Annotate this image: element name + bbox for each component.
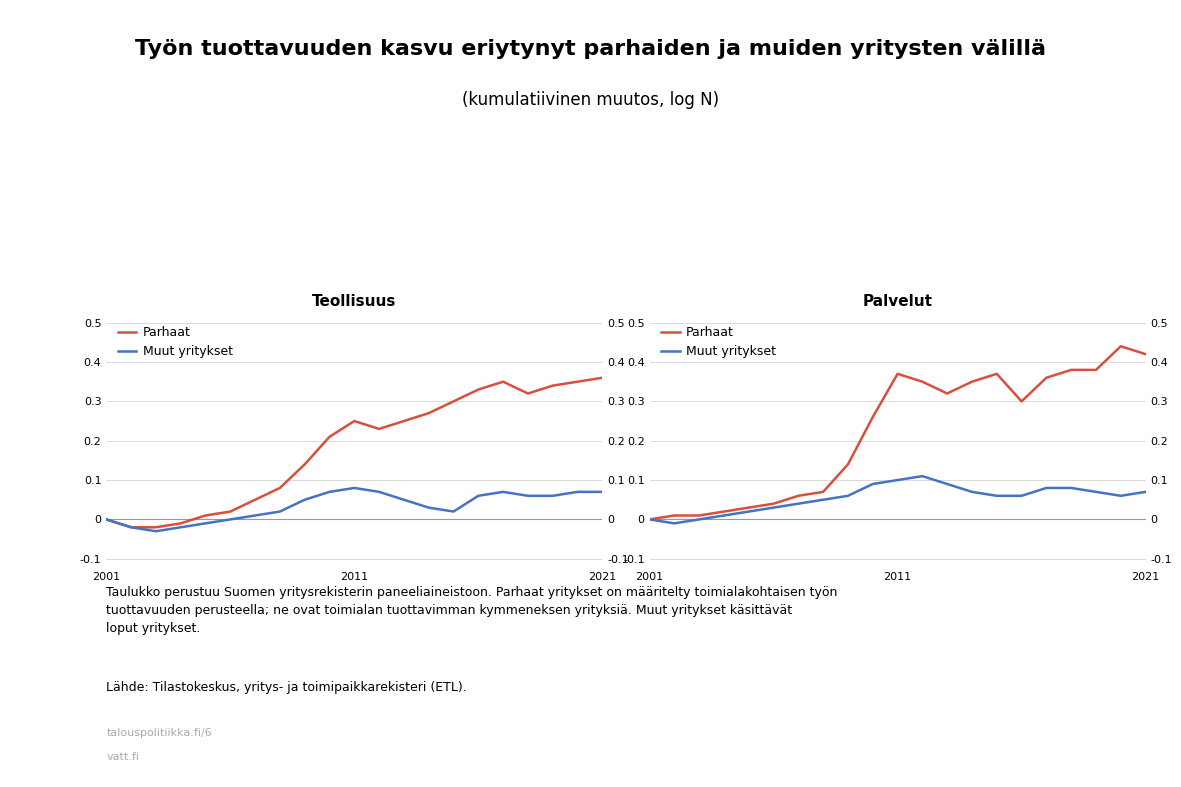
Line: Muut yritykset: Muut yritykset xyxy=(106,488,602,531)
Parhaat xyxy=(422,408,436,418)
Line: Parhaat: Parhaat xyxy=(106,378,602,527)
Text: (kumulatiivinen muutos, log N): (kumulatiivinen muutos, log N) xyxy=(462,91,719,109)
Muut yritykset xyxy=(298,495,312,504)
Line: Parhaat: Parhaat xyxy=(650,346,1146,519)
Parhaat xyxy=(99,515,113,524)
Muut yritykset xyxy=(223,515,237,524)
Muut yritykset xyxy=(915,471,929,481)
Parhaat xyxy=(372,424,386,434)
Text: Työn tuottavuuden kasvu eriytynyt parhaiden ja muiden yritysten välillä: Työn tuottavuuden kasvu eriytynyt parhai… xyxy=(135,39,1046,59)
Legend: Parhaat, Muut yritykset: Parhaat, Muut yritykset xyxy=(655,321,781,364)
Muut yritykset xyxy=(397,495,411,504)
Muut yritykset xyxy=(1064,483,1078,493)
Legend: Parhaat, Muut yritykset: Parhaat, Muut yritykset xyxy=(112,321,237,364)
Muut yritykset xyxy=(1138,487,1153,497)
Muut yritykset xyxy=(174,523,188,532)
Title: Teollisuus: Teollisuus xyxy=(312,294,397,309)
Muut yritykset xyxy=(890,475,905,485)
Muut yritykset xyxy=(717,511,731,520)
Parhaat xyxy=(347,416,361,426)
Parhaat xyxy=(198,511,213,520)
Muut yritykset xyxy=(496,487,510,497)
Muut yritykset xyxy=(471,491,485,501)
Parhaat xyxy=(890,369,905,379)
Muut yritykset xyxy=(99,515,113,524)
Muut yritykset xyxy=(866,479,880,489)
Parhaat xyxy=(149,523,163,532)
Parhaat xyxy=(1064,365,1078,375)
Parhaat xyxy=(1039,373,1053,382)
Parhaat xyxy=(692,511,706,520)
Parhaat xyxy=(866,412,880,422)
Muut yritykset xyxy=(1114,491,1128,501)
Parhaat xyxy=(915,377,929,386)
Muut yritykset xyxy=(990,491,1004,501)
Muut yritykset xyxy=(124,523,138,532)
Muut yritykset xyxy=(198,519,213,528)
Parhaat xyxy=(1014,397,1029,406)
Parhaat xyxy=(570,377,585,386)
Muut yritykset xyxy=(766,503,781,512)
Parhaat xyxy=(471,385,485,394)
Muut yritykset xyxy=(965,487,979,497)
Muut yritykset xyxy=(1039,483,1053,493)
Muut yritykset xyxy=(546,491,560,501)
Parhaat xyxy=(595,373,609,382)
Parhaat xyxy=(223,507,237,516)
Parhaat xyxy=(397,416,411,426)
Parhaat xyxy=(1138,349,1153,359)
Text: Lähde: Tilastokeskus, yritys- ja toimipaikkarekisteri (ETL).: Lähde: Tilastokeskus, yritys- ja toimipa… xyxy=(106,681,466,694)
Muut yritykset xyxy=(692,515,706,524)
Parhaat xyxy=(766,499,781,508)
Parhaat xyxy=(667,511,681,520)
Text: talouspolitiikka.fi/6: talouspolitiikka.fi/6 xyxy=(106,728,213,738)
Parhaat xyxy=(642,515,657,524)
Muut yritykset xyxy=(816,495,830,504)
Parhaat xyxy=(546,381,560,390)
Muut yritykset xyxy=(841,491,855,501)
Parhaat xyxy=(791,491,805,501)
Parhaat xyxy=(1089,365,1103,375)
Parhaat xyxy=(174,519,188,528)
Parhaat xyxy=(273,483,287,493)
Parhaat xyxy=(521,389,535,398)
Parhaat xyxy=(298,460,312,469)
Parhaat xyxy=(841,460,855,469)
Title: Palvelut: Palvelut xyxy=(862,294,933,309)
Muut yritykset xyxy=(248,511,262,520)
Text: vatt.fi: vatt.fi xyxy=(106,752,139,762)
Parhaat xyxy=(496,377,510,386)
Muut yritykset xyxy=(347,483,361,493)
Parhaat xyxy=(717,507,731,516)
Parhaat xyxy=(990,369,1004,379)
Muut yritykset xyxy=(570,487,585,497)
Muut yritykset xyxy=(595,487,609,497)
Muut yritykset xyxy=(372,487,386,497)
Muut yritykset xyxy=(1014,491,1029,501)
Parhaat xyxy=(1114,342,1128,351)
Muut yritykset xyxy=(1089,487,1103,497)
Parhaat xyxy=(742,503,756,512)
Parhaat xyxy=(446,397,461,406)
Line: Muut yritykset: Muut yritykset xyxy=(650,476,1146,523)
Parhaat xyxy=(124,523,138,532)
Muut yritykset xyxy=(149,527,163,536)
Muut yritykset xyxy=(322,487,337,497)
Parhaat xyxy=(940,389,954,398)
Muut yritykset xyxy=(940,479,954,489)
Muut yritykset xyxy=(642,515,657,524)
Text: Taulukko perustuu Suomen yritysrekisterin paneeliaineistoon. Parhaat yritykset o: Taulukko perustuu Suomen yritysrekisteri… xyxy=(106,586,837,635)
Muut yritykset xyxy=(273,507,287,516)
Muut yritykset xyxy=(791,499,805,508)
Parhaat xyxy=(322,432,337,442)
Muut yritykset xyxy=(742,507,756,516)
Parhaat xyxy=(965,377,979,386)
Muut yritykset xyxy=(422,503,436,512)
Muut yritykset xyxy=(446,507,461,516)
Muut yritykset xyxy=(667,519,681,528)
Parhaat xyxy=(248,495,262,504)
Parhaat xyxy=(816,487,830,497)
Muut yritykset xyxy=(521,491,535,501)
